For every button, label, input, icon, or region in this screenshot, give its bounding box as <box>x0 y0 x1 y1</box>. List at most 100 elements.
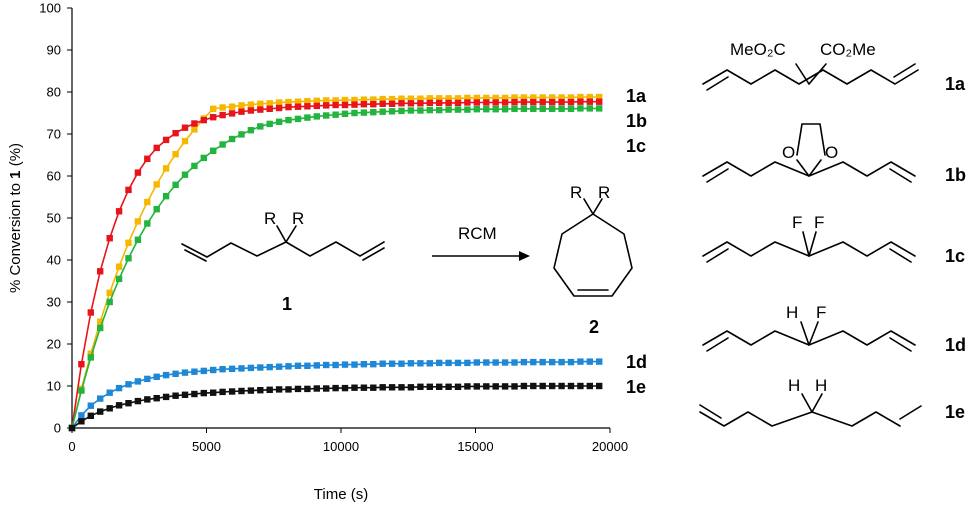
data-point-1b <box>115 208 123 215</box>
data-point-1a <box>388 95 396 103</box>
data-point-1c <box>97 324 104 332</box>
substrate-bond-r-left <box>276 225 287 243</box>
data-point-1c <box>567 105 575 112</box>
data-point-1c <box>436 106 443 114</box>
data-point-1b <box>125 186 132 194</box>
data-point-1a <box>530 94 537 101</box>
structure-1e-right-group: H <box>815 376 827 395</box>
data-point-1c <box>313 113 320 120</box>
structure-1b-dioxolane-base-left <box>796 159 810 177</box>
data-point-1a <box>586 93 593 101</box>
data-point-1b <box>379 100 386 107</box>
data-point-1b <box>370 101 377 108</box>
substrate-structure: R R 1 <box>181 209 385 314</box>
structure-1c-left-group: F <box>792 213 802 232</box>
data-point-1e <box>172 392 179 399</box>
series-line-1e <box>71 385 600 429</box>
data-point-1a <box>501 94 509 102</box>
data-point-1d <box>417 360 424 367</box>
data-point-1b <box>464 99 471 106</box>
data-point-1d <box>285 363 292 370</box>
data-point-1e <box>323 385 330 392</box>
data-point-1d <box>511 359 518 366</box>
data-point-1e <box>285 386 292 393</box>
structure-1b-vinyl-right <box>889 168 912 183</box>
data-point-1e <box>426 383 433 390</box>
data-point-1b <box>200 116 207 124</box>
y-tick-label: 50 <box>47 211 61 226</box>
data-point-1d <box>313 362 320 369</box>
data-point-1d <box>577 358 584 365</box>
data-point-1b <box>558 98 565 106</box>
structure-1c-vinyl-right <box>889 248 912 263</box>
data-point-1d <box>266 363 273 371</box>
y-tick-label: 100 <box>39 1 61 16</box>
data-point-1a <box>219 104 226 111</box>
data-point-1b <box>426 99 433 107</box>
data-point-1d <box>219 366 226 373</box>
structure-1a: MeO₂C CO₂Me 1a <box>702 40 966 94</box>
data-point-1c <box>304 114 311 121</box>
data-point-1e <box>370 384 377 391</box>
structure-1c-right-group: F <box>814 213 824 232</box>
data-point-1d <box>567 358 575 366</box>
data-point-1e <box>125 400 132 407</box>
data-point-1d <box>323 361 330 369</box>
series-1e <box>68 382 603 432</box>
data-point-1e <box>257 387 264 394</box>
data-point-1b <box>275 104 283 112</box>
data-point-1d <box>247 364 255 372</box>
data-point-1c <box>417 107 424 114</box>
data-point-1e <box>407 384 415 391</box>
data-point-1b <box>181 124 189 131</box>
data-point-1a <box>341 96 349 104</box>
substrate-bond-r-right <box>285 225 297 243</box>
data-point-1e <box>360 384 368 391</box>
data-point-1a <box>332 97 339 104</box>
y-axis-title: % Conversion to 1 (%) <box>7 143 24 293</box>
data-point-1d <box>162 371 170 379</box>
structure-1d-bond-left <box>800 321 810 346</box>
data-point-1c <box>134 236 142 243</box>
data-point-1b <box>511 98 518 106</box>
structure-1a-bond-left <box>795 63 810 85</box>
data-point-1c <box>181 171 189 178</box>
y-tick-label: 60 <box>47 169 61 184</box>
data-point-1d <box>370 361 377 368</box>
substrate-vinyl-right-double <box>362 247 385 261</box>
data-point-1a <box>210 105 217 112</box>
data-point-1e <box>275 386 283 393</box>
data-point-1a <box>304 98 311 105</box>
data-point-1e <box>247 387 255 394</box>
data-point-1d <box>464 359 471 367</box>
series-label-1d: 1d <box>626 352 647 372</box>
axis-ticks: 0 10 20 30 40 50 60 70 80 90 100 0 5000 10000 15000 200… <box>39 1 628 455</box>
series-1a <box>68 93 603 432</box>
data-point-1c <box>238 131 245 138</box>
data-point-1a <box>417 95 424 102</box>
product-structure: R R 2 <box>553 183 633 337</box>
data-point-1c <box>520 105 528 112</box>
data-point-1c <box>549 105 556 112</box>
data-point-1e <box>501 383 509 390</box>
data-point-1c <box>228 135 236 143</box>
data-point-1d <box>87 402 94 409</box>
data-point-1b <box>417 100 424 107</box>
data-point-1e <box>539 382 546 390</box>
data-point-1b <box>398 100 405 107</box>
data-point-1d <box>596 358 603 365</box>
data-point-1d <box>454 359 462 367</box>
data-point-1b <box>530 98 537 106</box>
data-point-1b <box>549 98 556 106</box>
data-point-1d <box>341 361 349 368</box>
data-point-1b <box>539 98 546 106</box>
data-point-1d <box>172 370 179 377</box>
data-point-1b <box>87 309 94 316</box>
data-point-1c <box>332 111 339 118</box>
product-ring <box>553 213 633 297</box>
structure-1b-chain <box>702 161 916 177</box>
data-point-1e <box>388 384 396 391</box>
reaction-scheme: R R 1 RCM R R 2 <box>181 183 633 337</box>
structure-1b-label: 1b <box>945 165 966 185</box>
data-point-1c <box>106 298 113 306</box>
